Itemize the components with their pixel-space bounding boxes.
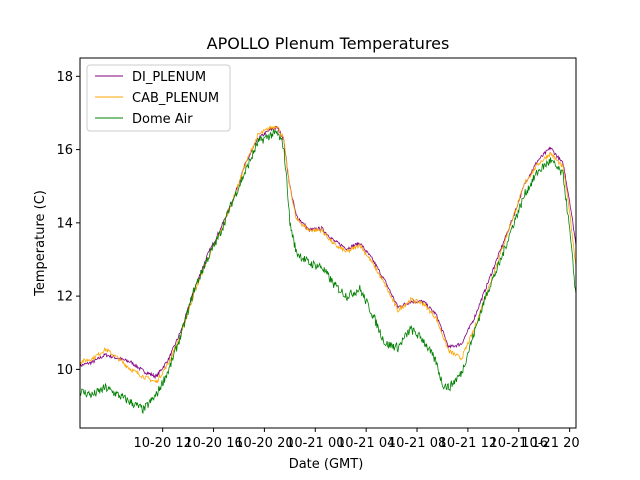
chart-title: APOLLO Plenum Temperatures — [207, 34, 450, 53]
y-tick-label: 18 — [56, 70, 73, 85]
x-tick-label: 10-21 08 — [388, 436, 446, 451]
x-tick-label: 10-21 12 — [439, 436, 497, 451]
x-tick-label: 10-21 00 — [286, 436, 344, 451]
plot-frame — [79, 57, 577, 429]
legend-label-dome-air: Dome Air — [132, 112, 193, 127]
legend-label-di-plenum: DI_PLENUM — [132, 70, 206, 85]
x-tick-label: 10-20 16 — [184, 436, 242, 451]
y-tick-label: 16 — [56, 143, 73, 158]
y-tick-label: 10 — [56, 363, 73, 378]
series-line-di-plenum — [80, 126, 576, 380]
x-tick-label: 10-21 04 — [337, 436, 395, 451]
x-tick-label: 10-20 12 — [133, 436, 191, 451]
y-tick-label: 14 — [56, 216, 73, 231]
legend-label-cab-plenum: CAB_PLENUM — [132, 91, 219, 106]
y-tick-label: 12 — [56, 290, 73, 305]
legend: DI_PLENUM CAB_PLENUM Dome Air — [86, 64, 231, 132]
y-axis-label: Temperature (C) — [33, 190, 48, 297]
series-line-dome-air — [80, 129, 576, 415]
x-tick-label: 10-21 16 — [490, 436, 548, 451]
x-tick-label: 10-20 20 — [235, 436, 293, 451]
x-axis-label: Date (GMT) — [289, 457, 364, 472]
legend-box — [86, 64, 231, 132]
x-tick-label: 10-21 20 — [521, 436, 579, 451]
